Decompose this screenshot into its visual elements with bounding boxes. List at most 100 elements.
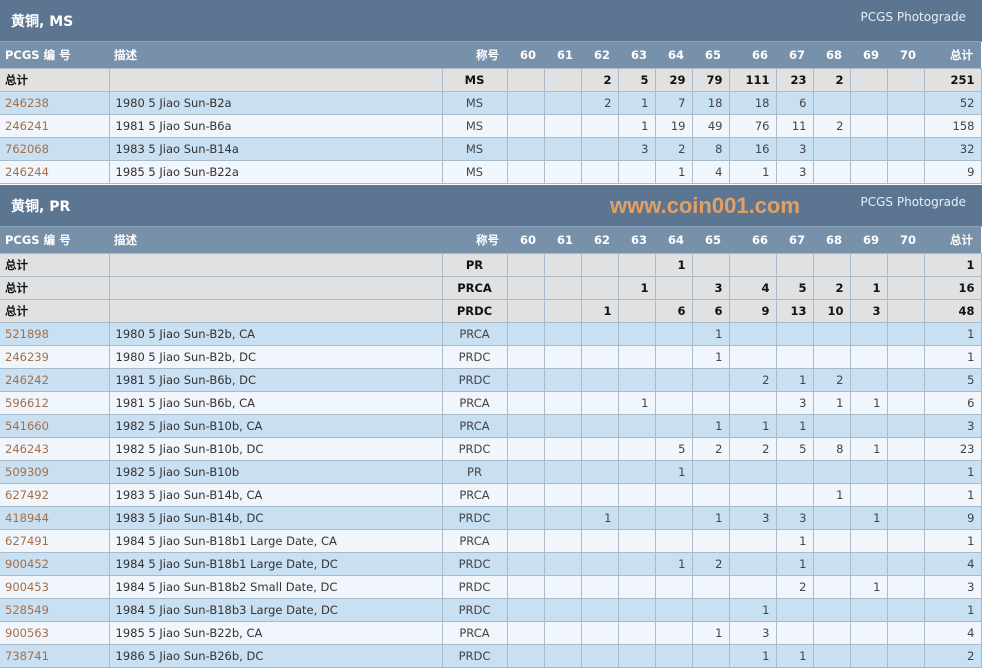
grade-count-62 [580, 575, 619, 599]
grade-count-63 [617, 437, 656, 461]
grade-count-62 [580, 114, 619, 138]
row-total: 9 [923, 506, 982, 530]
grade-count-70 [886, 68, 925, 92]
column-header-grade-67[interactable]: 67 [776, 42, 813, 69]
grade-count-68 [812, 322, 851, 346]
column-header-description[interactable]: 描述 [109, 42, 442, 69]
table-row: 627492 1983 5 Jiao Sun-B14b, CA PRCA 1 1 [0, 483, 982, 507]
row-total: 251 [923, 68, 982, 92]
section-title: 黄铜, MS [11, 13, 74, 30]
grade-count-61 [543, 529, 582, 553]
grade-count-61 [543, 345, 582, 369]
pcgs-number-link[interactable]: 627491 [0, 529, 110, 553]
grade-count-63 [617, 460, 656, 484]
grade-count-62: 2 [580, 91, 619, 115]
column-header-grade-62[interactable]: 62 [581, 227, 618, 254]
column-header-total[interactable]: 总计 [924, 227, 981, 254]
column-header-pcgs-number[interactable]: PCGS 编 号 [0, 227, 109, 254]
column-header-grade-66[interactable]: 66 [729, 227, 776, 254]
row-total: 9 [923, 160, 982, 184]
column-header-pcgs-number[interactable]: PCGS 编 号 [0, 42, 109, 69]
column-header-grade-61[interactable]: 61 [544, 42, 581, 69]
pcgs-number-link[interactable]: 509309 [0, 460, 110, 484]
grade-count-69: 3 [849, 299, 888, 323]
pcgs-number-link[interactable]: 246243 [0, 437, 110, 461]
pcgs-number-link[interactable]: 541660 [0, 414, 110, 438]
grade-count-60 [506, 460, 545, 484]
designation: PR [441, 460, 508, 484]
pcgs-number-link[interactable]: 900452 [0, 552, 110, 576]
row-total: 52 [923, 91, 982, 115]
grade-count-62: 1 [580, 299, 619, 323]
photograde-link[interactable]: PCGS Photograde [860, 194, 966, 209]
column-header-grade-64[interactable]: 64 [655, 227, 692, 254]
grade-count-70 [886, 114, 925, 138]
grade-count-62 [580, 391, 619, 415]
grade-count-66: 1 [728, 414, 777, 438]
grade-count-62 [580, 460, 619, 484]
column-header-grade-62[interactable]: 62 [581, 42, 618, 69]
column-header-grade-63[interactable]: 63 [618, 42, 655, 69]
grade-count-68 [812, 137, 851, 161]
grade-count-62 [580, 276, 619, 300]
pcgs-number-link[interactable]: 900563 [0, 621, 110, 645]
column-header-grade-69[interactable]: 69 [850, 227, 887, 254]
grade-count-62 [580, 160, 619, 184]
column-header-grade-65[interactable]: 65 [692, 227, 729, 254]
description: 1986 5 Jiao Sun-B26b, DC [108, 644, 443, 668]
grade-count-69 [849, 644, 888, 668]
column-header-grade-60[interactable]: 60 [507, 42, 544, 69]
column-header-grade-61[interactable]: 61 [544, 227, 581, 254]
grade-count-68: 8 [812, 437, 851, 461]
column-header-grade-67[interactable]: 67 [776, 227, 813, 254]
row-total: 48 [923, 299, 982, 323]
column-header-grade-68[interactable]: 68 [813, 42, 850, 69]
pcgs-number-link[interactable]: 246238 [0, 91, 110, 115]
pcgs-number-link[interactable]: 596612 [0, 391, 110, 415]
pcgs-number-link[interactable]: 762068 [0, 137, 110, 161]
pcgs-number-link[interactable]: 528549 [0, 598, 110, 622]
column-header-grade-60[interactable]: 60 [507, 227, 544, 254]
pcgs-number-link[interactable]: 418944 [0, 506, 110, 530]
pcgs-number-link[interactable]: 900453 [0, 575, 110, 599]
grade-count-66: 111 [728, 68, 777, 92]
column-header-grade-64[interactable]: 64 [655, 42, 692, 69]
pcgs-number-link[interactable]: 246241 [0, 114, 110, 138]
column-header-grade-63[interactable]: 63 [618, 227, 655, 254]
column-header-grade-70[interactable]: 70 [887, 42, 924, 69]
designation: PRDC [441, 506, 508, 530]
grade-count-66: 1 [728, 160, 777, 184]
pcgs-number-link[interactable]: 627492 [0, 483, 110, 507]
pcgs-number-link[interactable]: 246242 [0, 368, 110, 392]
column-header-description[interactable]: 描述 [109, 227, 442, 254]
grade-count-69 [849, 460, 888, 484]
grade-count-65: 3 [691, 276, 730, 300]
grade-count-66: 18 [728, 91, 777, 115]
column-header-grade-68[interactable]: 68 [813, 227, 850, 254]
pcgs-number-link[interactable]: 738741 [0, 644, 110, 668]
pcgs-number-link[interactable]: 246244 [0, 160, 110, 184]
grade-count-61 [543, 391, 582, 415]
grade-count-68 [812, 506, 851, 530]
column-header-total[interactable]: 总计 [924, 42, 981, 69]
column-header-grade-70[interactable]: 70 [887, 227, 924, 254]
description: 1981 5 Jiao Sun-B6a [108, 114, 443, 138]
column-header-grade-65[interactable]: 65 [692, 42, 729, 69]
column-header-grade-69[interactable]: 69 [850, 42, 887, 69]
column-header-grade-66[interactable]: 66 [729, 42, 776, 69]
pcgs-number-link[interactable]: 246239 [0, 345, 110, 369]
photograde-link[interactable]: PCGS Photograde [860, 9, 966, 24]
grade-count-60 [506, 114, 545, 138]
grade-count-65: 1 [691, 621, 730, 645]
column-header-designation[interactable]: 称号 [442, 42, 507, 69]
grade-count-70 [886, 368, 925, 392]
grade-count-67 [775, 253, 814, 277]
total-row: 总计 PRDC 1 6 6 9 13 10 3 48 [0, 299, 982, 323]
description: 1985 5 Jiao Sun-B22a [108, 160, 443, 184]
grade-count-66 [728, 391, 777, 415]
column-header-designation[interactable]: 称号 [442, 227, 507, 254]
grade-count-60 [506, 299, 545, 323]
grade-count-66: 1 [728, 598, 777, 622]
section-1: 黄铜, PR PCGS Photograde PCGS 编 号描述 称号 60 61 62 6… [0, 185, 982, 668]
pcgs-number-link[interactable]: 521898 [0, 322, 110, 346]
